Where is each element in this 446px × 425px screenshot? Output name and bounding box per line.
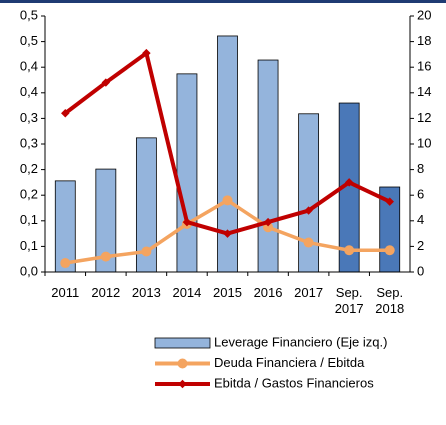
y2-tick-label: 12	[417, 110, 431, 125]
x-tick-label: 2016	[253, 285, 283, 300]
x-tick-label: 2014	[172, 285, 202, 300]
y-tick-label: 0,3	[20, 135, 38, 150]
marker	[141, 246, 152, 257]
marker	[344, 178, 354, 187]
legend-swatch	[154, 337, 211, 349]
marker	[385, 197, 394, 206]
y2-tick-label: 4	[417, 212, 424, 227]
top-strip	[0, 0, 446, 3]
marker	[61, 109, 70, 118]
marker	[101, 78, 111, 87]
y-tick-label: 0,4	[20, 59, 38, 74]
y-tick-label: 0,4	[20, 84, 38, 99]
x-tick-label: Sep. 2018	[375, 285, 405, 316]
y-tick-label: 0,1	[20, 238, 38, 253]
marker	[182, 217, 192, 227]
y2-tick-label: 20	[417, 7, 431, 22]
y-tick-label: 0,2	[20, 187, 38, 202]
x-tick-label: 2017	[294, 285, 324, 300]
y2-tick-label: 10	[417, 135, 431, 150]
legend-marker	[177, 358, 188, 369]
bar	[176, 73, 198, 273]
marker	[60, 258, 71, 269]
y2-tick-label: 18	[417, 33, 431, 48]
marker	[100, 251, 111, 262]
x-tick-label: 2013	[131, 285, 161, 300]
legend-marker	[178, 379, 187, 389]
legend-label: Leverage Financiero (Eje izq.)	[214, 334, 387, 349]
marker	[344, 245, 355, 256]
y2-tick-label: 0	[417, 263, 424, 278]
bar	[257, 59, 279, 273]
marker	[304, 206, 313, 215]
y2-tick-label: 2	[417, 238, 424, 253]
y-tick-label: 0,0	[20, 263, 38, 278]
marker	[303, 237, 314, 248]
y2-tick-label: 16	[417, 59, 431, 74]
marker	[223, 229, 232, 238]
marker	[142, 48, 151, 58]
y-tick-label: 0,5	[20, 33, 38, 48]
x-tick-label: Sep. 2017	[334, 285, 364, 316]
x-tick-label: 2012	[91, 285, 121, 300]
bar	[298, 113, 320, 273]
marker	[263, 217, 273, 227]
marker	[384, 245, 395, 256]
y2-tick-label: 14	[417, 84, 431, 99]
x-tick-label: 2015	[213, 285, 242, 300]
x-tick-label: 2011	[51, 285, 80, 300]
y-tick-label: 0,3	[20, 110, 38, 125]
y-tick-label: 0,1	[20, 212, 38, 227]
y2-tick-label: 6	[417, 187, 424, 202]
legend-label: Ebitda / Gastos Financieros	[214, 375, 374, 390]
y-tick-label: 0,5	[20, 7, 38, 22]
y2-tick-label: 8	[417, 161, 424, 176]
legend-label: Deuda Financiera / Ebitda	[214, 355, 365, 370]
marker	[222, 195, 233, 206]
y-tick-label: 0,2	[20, 161, 38, 176]
